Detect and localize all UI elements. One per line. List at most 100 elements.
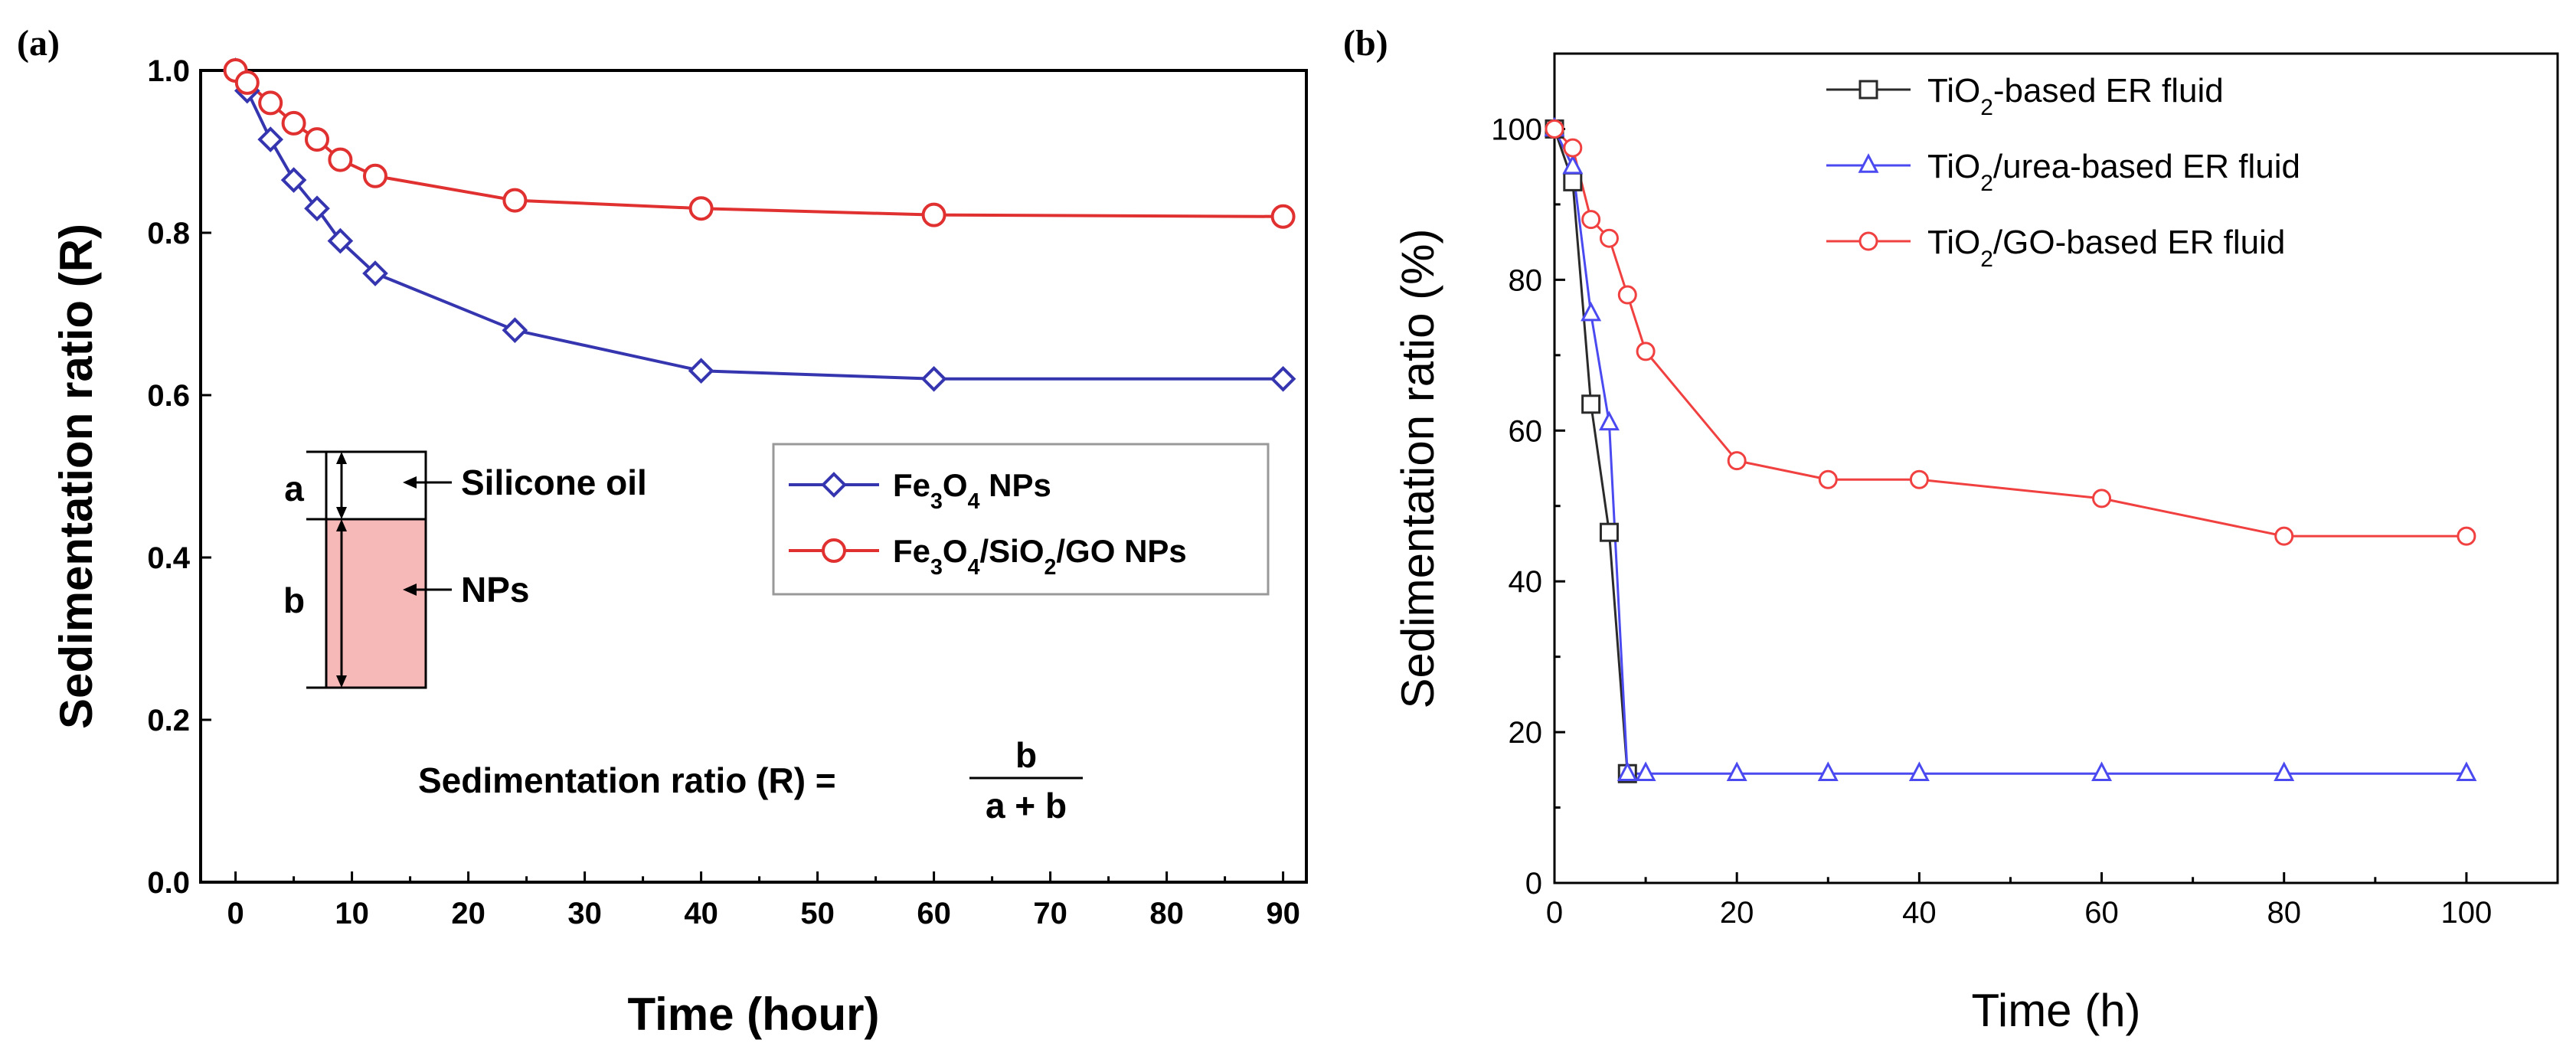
a-series-1-line <box>234 69 1283 218</box>
panel-a-plot-frame <box>199 69 1308 884</box>
panel-a-legend: Fe3O4 NPs Fe3O4/SiO2/GO NPs <box>772 443 1270 596</box>
panel-a: (a) 0 10 20 30 40 50 60 70 80 90 0.0 0.2 0.4 0.6 0.8 1… <box>17 23 1308 1040</box>
b-series-1-point-3 <box>1598 410 1620 431</box>
formula-denominator: a + b <box>986 786 1067 826</box>
dimension-b-arrow-up <box>336 519 347 531</box>
a-x-tick-label-4: 40 <box>684 897 718 930</box>
panel-b-legend: TiO2-based ER fluid TiO2/urea-based ER fl… <box>1826 72 2300 272</box>
b-legend-marker-0 <box>1858 80 1878 100</box>
nps-pointer-arrowhead <box>403 584 417 596</box>
inset-label-nps: NPs <box>461 570 529 610</box>
a-series-0-point-8 <box>688 358 714 384</box>
panel-a-y-axis-label: Sedimentation ratio (R) <box>51 224 102 729</box>
panel-b-y-axis-label: Sedimentation ratio (%) <box>1392 229 1443 709</box>
b-legend-label-2: TiO2/GO-based ER fluid <box>1927 224 2285 272</box>
b-series-2-point-5 <box>1636 342 1656 361</box>
b-x-tick-label-2: 40 <box>1902 896 1937 930</box>
a-series-0-point-5 <box>327 227 354 254</box>
b-x-tick-label-4: 80 <box>2267 896 2301 930</box>
a-series-1-point-1 <box>234 70 260 95</box>
b-series-1-point-7 <box>1817 761 1839 781</box>
a-series-0-point-10 <box>1270 365 1296 392</box>
panel-a-x-tick-labels: 0 10 20 30 40 50 60 70 80 90 <box>227 897 1299 930</box>
b-series-1-line <box>1553 128 2466 775</box>
a-series-0-point-3 <box>280 167 307 193</box>
dimension-a-arrow-down <box>336 507 347 519</box>
a-x-tick-label-9: 90 <box>1266 897 1300 930</box>
panel-b-axis-ticks <box>1553 52 2559 884</box>
a-series-0-line <box>234 70 1283 381</box>
a-x-tick-label-6: 60 <box>917 897 951 930</box>
oil-pointer-arrowhead <box>403 476 417 489</box>
a-y-tick-label-3: 0.6 <box>147 379 190 413</box>
panel-b-x-axis-label: Time (h) <box>1971 985 2140 1036</box>
panel-b: (b) 0 20 40 60 80 100 0 20 40 60 80 100 Time (h) S… <box>1343 23 2559 1036</box>
inset-label-b: b <box>283 580 305 620</box>
b-series-2-line <box>1553 128 2466 538</box>
b-legend-marker-2 <box>1858 231 1878 251</box>
a-series-0-point-9 <box>920 365 947 392</box>
b-series-1-point-4 <box>1617 761 1638 781</box>
b-series-1-point-8 <box>1908 761 1930 781</box>
a-legend-marker-0 <box>821 472 847 498</box>
b-series-2-point-1 <box>1563 138 1583 158</box>
b-series-2-point-4 <box>1617 285 1637 305</box>
a-x-tick-label-8: 80 <box>1149 897 1184 930</box>
a-series-1-point-6 <box>363 163 387 188</box>
panel-b-plot-frame <box>1553 52 2559 884</box>
b-y-tick-label-3: 60 <box>1509 414 1543 448</box>
b-series-1-point-1 <box>1562 154 1584 175</box>
panel-b-label: (b) <box>1343 23 1388 64</box>
a-y-tick-label-2: 0.4 <box>147 541 190 575</box>
a-x-tick-label-1: 10 <box>335 897 369 930</box>
b-x-tick-label-5: 100 <box>2441 896 2493 930</box>
dimension-b-arrow-down <box>336 675 347 688</box>
b-legend-marker-1 <box>1858 153 1879 173</box>
b-y-tick-label-0: 0 <box>1525 867 1542 901</box>
a-series-0-point-7 <box>502 317 528 344</box>
a-series-0-point-6 <box>362 260 388 286</box>
a-series-1-point-9 <box>921 202 946 227</box>
b-legend-label-1: TiO2/urea-based ER fluid <box>1927 148 2300 196</box>
inset-label-silicone-oil: Silicone oil <box>461 463 647 502</box>
b-series-2-point-8 <box>1909 469 1929 489</box>
b-y-tick-label-1: 20 <box>1509 716 1543 750</box>
b-legend-label-0: TiO2-based ER fluid <box>1927 72 2224 120</box>
b-x-tick-label-0: 0 <box>1546 896 1563 930</box>
a-legend-marker-1 <box>822 538 846 563</box>
panel-a-legend-entries: Fe3O4 NPs Fe3O4/SiO2/GO NPs <box>789 467 1187 580</box>
b-series-1-point-6 <box>1726 761 1747 781</box>
dimension-a-arrow-up <box>336 452 347 464</box>
a-series-1-point-2 <box>258 90 283 116</box>
panel-a-axis-ticks <box>201 69 1285 884</box>
a-legend-label-1: Fe3O4/SiO2/GO NPs <box>893 533 1187 580</box>
a-y-tick-label-1: 0.2 <box>147 704 190 737</box>
formula-lhs: Sedimentation ratio (R) = <box>418 760 836 800</box>
panel-a-x-axis-label: Time (hour) <box>628 989 880 1040</box>
b-x-tick-label-1: 20 <box>1720 896 1754 930</box>
sedimentation-formula: Sedimentation ratio (R) = b a + b <box>418 735 1083 826</box>
b-series-2-point-3 <box>1599 228 1619 248</box>
inset-schematic: a b Silicone oil NPs <box>283 450 647 689</box>
panel-b-y-tick-labels: 0 20 40 60 80 100 <box>1491 113 1542 901</box>
b-series-1-point-9 <box>2091 761 2113 781</box>
b-series-1-point-5 <box>1635 761 1656 781</box>
b-series-2-point-9 <box>2092 489 2112 508</box>
panel-a-legend-box <box>772 443 1270 596</box>
a-series-0-point-2 <box>257 126 284 152</box>
b-series-0-point-2 <box>1581 394 1601 414</box>
panel-a-series-markers <box>222 57 1296 392</box>
b-series-1-point-2 <box>1581 301 1602 322</box>
a-x-tick-label-5: 50 <box>800 897 835 930</box>
b-series-0-point-1 <box>1563 172 1583 191</box>
b-series-1-point-11 <box>2456 761 2477 781</box>
a-x-tick-label-3: 30 <box>567 897 602 930</box>
b-series-1-point-10 <box>2274 761 2295 781</box>
a-series-1-point-5 <box>328 147 353 172</box>
b-series-2-point-0 <box>1545 119 1564 139</box>
b-series-0-point-3 <box>1599 522 1619 542</box>
b-y-tick-label-4: 80 <box>1509 263 1543 297</box>
a-series-1-point-7 <box>502 188 528 213</box>
panel-a-label: (a) <box>17 23 60 64</box>
